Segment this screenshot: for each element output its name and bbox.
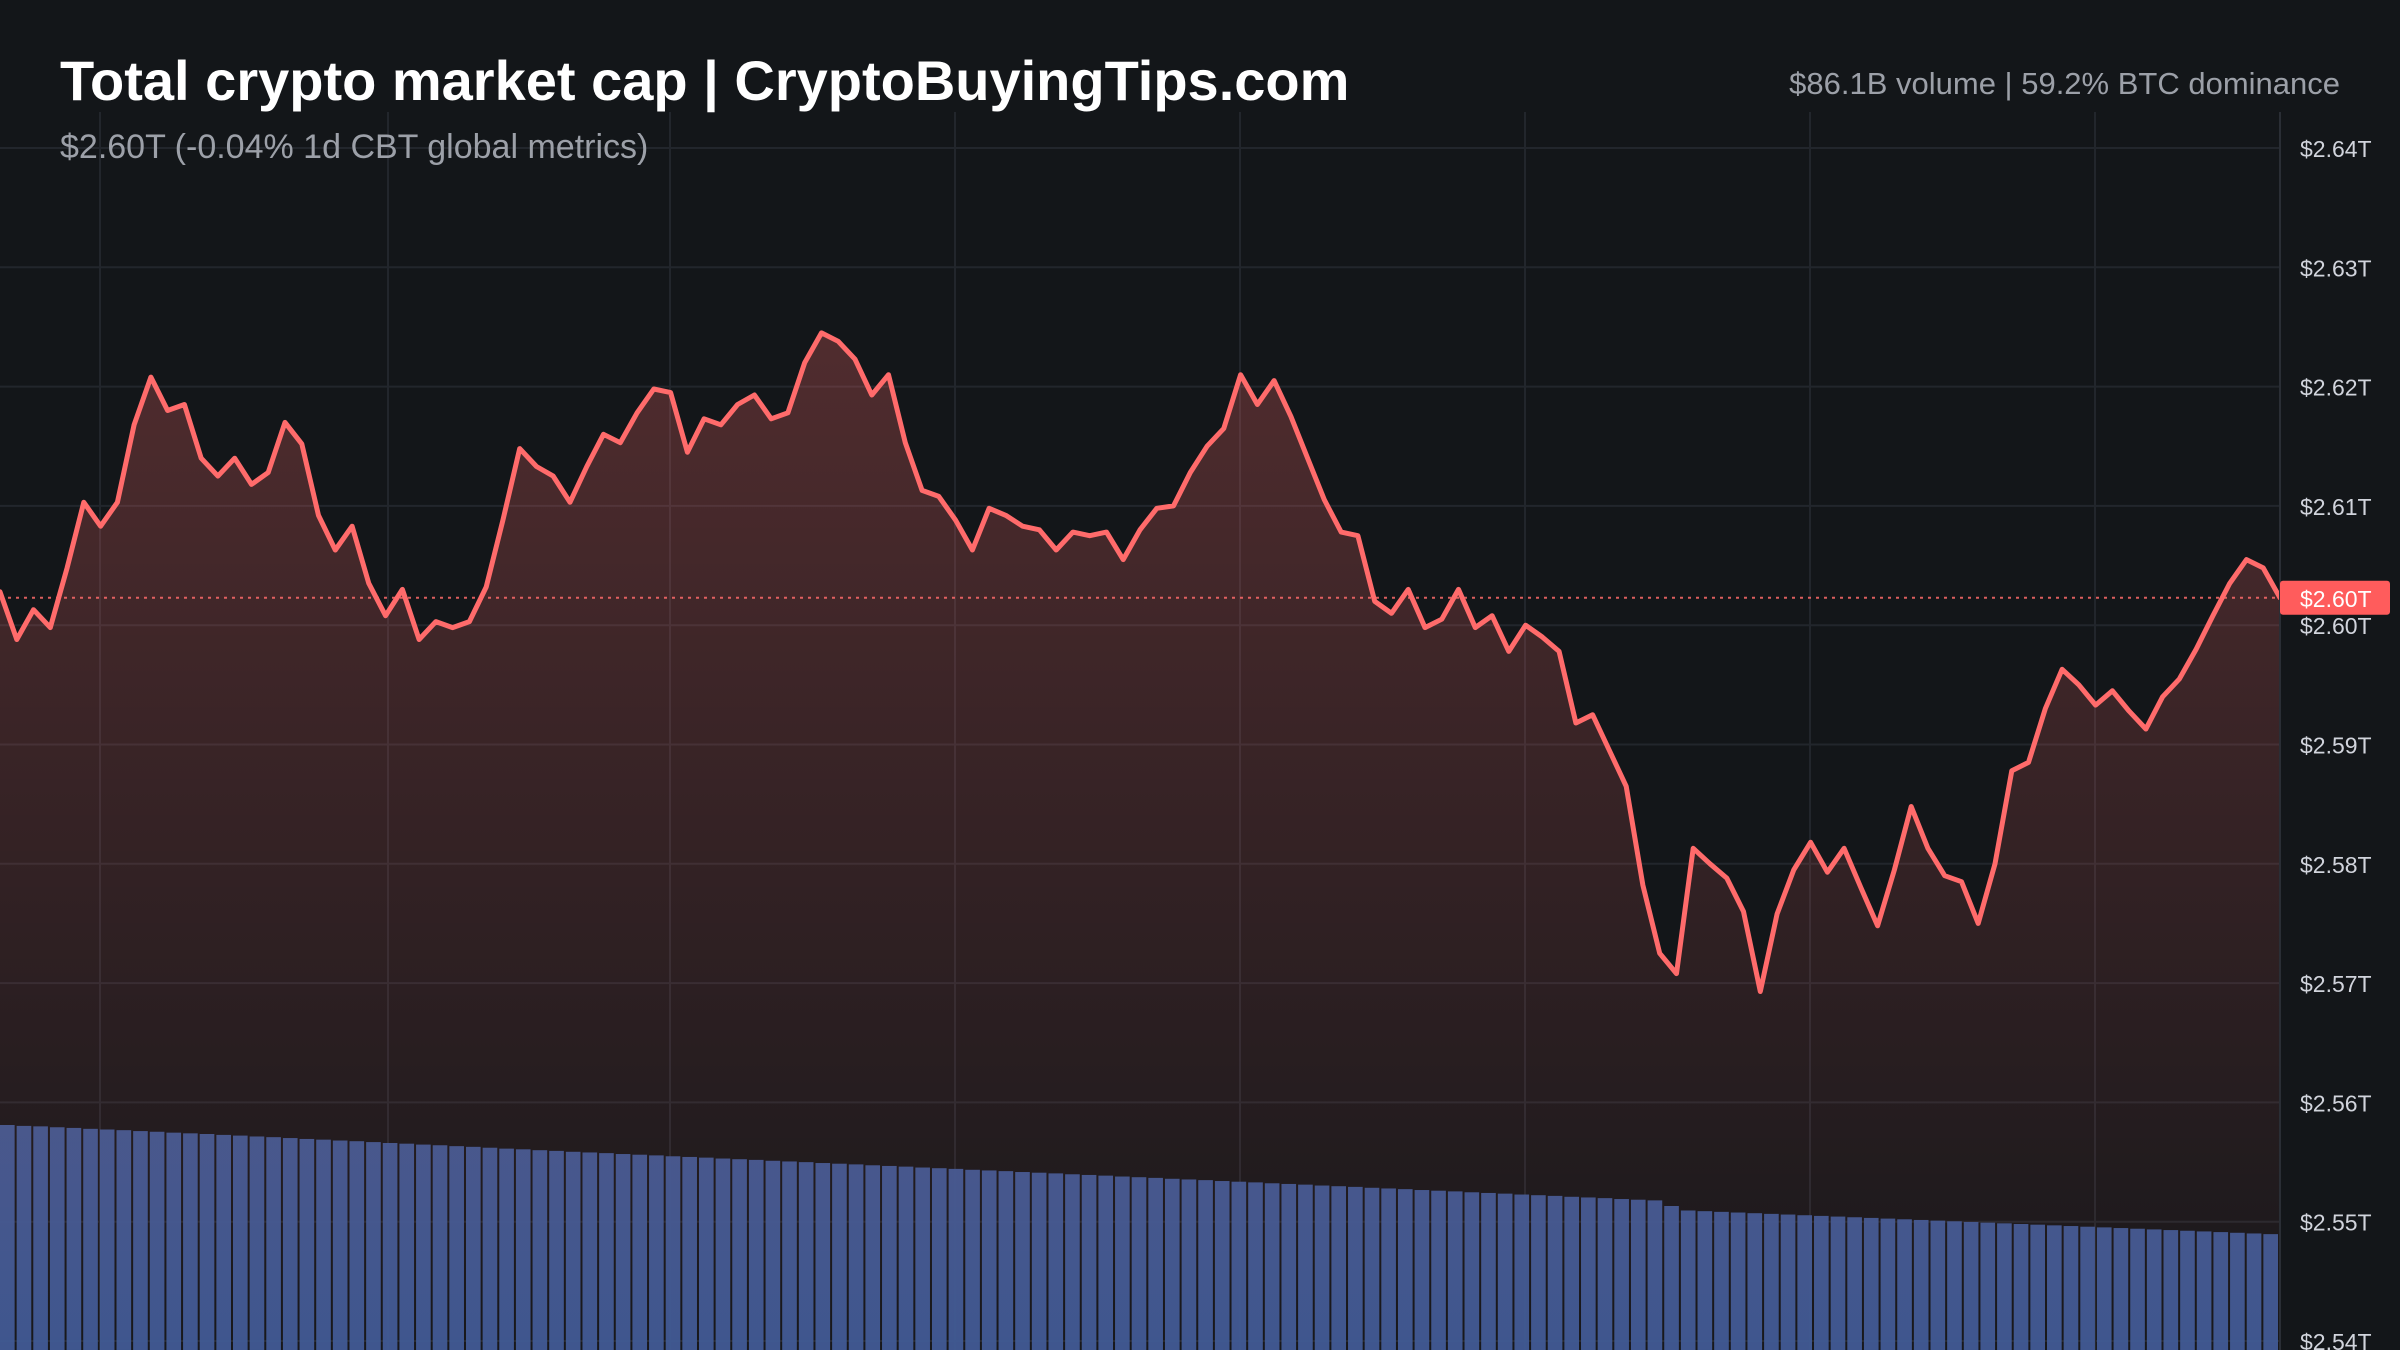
chart-subtitle: $2.60T (-0.04% 1d CBT global metrics) <box>60 128 649 166</box>
y-tick-label: $2.64T <box>2300 136 2372 162</box>
chart-title: Total crypto market cap | CryptoBuyingTi… <box>60 49 1350 112</box>
y-tick-label: $2.57T <box>2300 971 2372 997</box>
area-fill <box>0 332 2280 1350</box>
price-line <box>0 330 2283 994</box>
price-line-layer <box>0 330 2283 994</box>
y-tick-label: $2.61T <box>2300 494 2372 520</box>
y-tick-label: $2.63T <box>2300 255 2372 281</box>
y-tick-label: $2.58T <box>2300 852 2372 878</box>
last-value-badge <box>2280 580 2390 615</box>
y-tick-label: $2.59T <box>2300 733 2372 759</box>
price-axis: $2.64T $2.63T $2.62T $2.61T $2.60T $2.59T $2.5… <box>2279 0 2400 1350</box>
volume-dominance-summary: $86.1B volume | 59.2% BTC dominance <box>1789 66 2340 101</box>
y-tick-label: $2.55T <box>2300 1210 2372 1236</box>
y-tick-label: $2.62T <box>2300 375 2372 401</box>
area-fill-layer <box>0 332 2280 1350</box>
last-value-label: $2.60T <box>2300 586 2372 612</box>
y-tick-label: $2.56T <box>2300 1090 2372 1116</box>
y-tick-label: $2.54T <box>2300 1329 2372 1350</box>
y-tick-label: $2.60T <box>2300 613 2372 639</box>
price-axis-background <box>2280 0 2400 1350</box>
